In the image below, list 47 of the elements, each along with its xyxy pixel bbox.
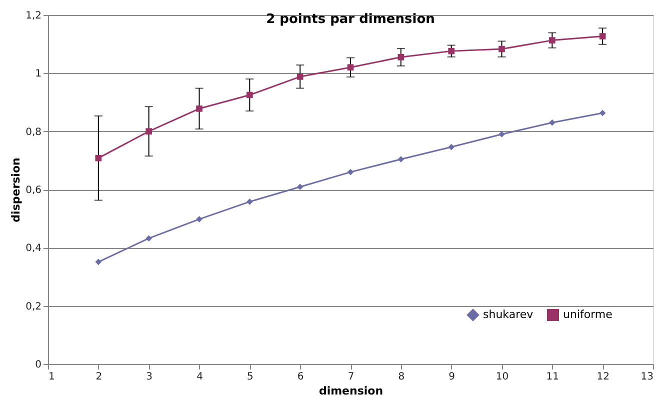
point [146,128,152,134]
point [398,54,404,60]
y-axis-title: dispersion [10,158,23,222]
point [196,105,202,112]
chart-title: 2 points par dimension [266,12,435,27]
point [448,48,454,54]
x-tick-label: 2 [96,372,102,382]
x-tick-label: 3 [146,372,153,382]
x-tick-label: 1 [48,372,55,382]
point [599,33,606,40]
point [196,216,202,222]
point [498,46,505,52]
point [296,184,304,190]
point [498,131,505,138]
x-tick-label: 13 [640,372,654,382]
x-tick-label: 8 [398,372,405,382]
point [95,154,102,162]
point [599,110,606,116]
x-tick-label: 12 [596,372,610,382]
y-tick-label: 0,8 [26,126,42,138]
x-tick-label: 6 [297,372,304,382]
y-tick-label: 0 [35,360,42,370]
point [246,198,253,205]
point [448,144,454,150]
point [398,156,404,162]
point [347,64,354,71]
point [95,258,102,266]
x-tick-label: 7 [348,372,354,382]
x-axis-title: dimension [318,384,384,398]
y-tick-label: 1 [35,68,42,80]
y-tick-label: 0,6 [26,185,42,196]
y-tick-label: 0,4 [26,243,42,254]
point [549,37,556,44]
x-tick-label: 9 [448,372,456,382]
legend-label: uniforme [563,308,613,321]
point [347,168,354,176]
x-tick-label: 5 [246,372,254,382]
x-tick-label: 11 [546,372,560,382]
point [296,73,304,80]
legend-label: shukarev [483,308,534,321]
y-tick-label: 0,2 [26,301,42,312]
x-tick-label: 10 [496,372,509,382]
point [246,92,253,98]
y-tick-label: 1,2 [26,10,42,22]
point [549,119,556,126]
point [146,235,152,242]
x-tick-label: 4 [196,372,203,382]
